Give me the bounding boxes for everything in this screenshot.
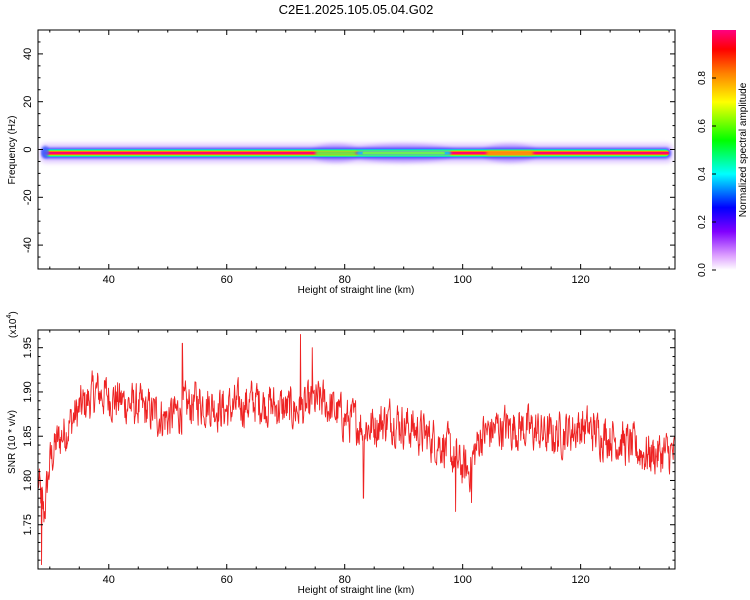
snr-frame — [37, 329, 676, 570]
colorbar: 0.0 0.2 0.4 0.6 0.8 Normalized spectral ampl… — [697, 30, 749, 277]
colorbar-tick-label: 0.4 — [697, 167, 708, 181]
snr-panel: 40 60 80 100 120 1.75 1.80 1.85 1.90 1.95 Height… — [6, 311, 676, 596]
colorbar-tick-label: 0.0 — [697, 263, 708, 277]
snr-x-tick-label: 40 — [103, 574, 115, 586]
spectrogram-x-tick-label: 80 — [339, 274, 351, 286]
spectrogram-x-ticks: 40 60 80 100 120 — [49, 30, 670, 286]
heatmap-weak-segment — [486, 151, 534, 156]
spectrogram-x-tick-label: 120 — [571, 274, 589, 286]
snr-x-tick-label: 120 — [571, 574, 589, 586]
snr-scale-label: (x104) — [6, 311, 19, 338]
spectrogram-y-tick-label: -20 — [22, 189, 34, 205]
snr-series-line — [38, 333, 675, 566]
snr-y-tick-label: 1.85 — [22, 426, 34, 447]
colorbar-ticks: 0.0 0.2 0.4 0.6 0.8 — [697, 71, 716, 277]
spectrogram-y-tick-label: 20 — [22, 96, 34, 108]
snr-y-tick-label: 1.75 — [22, 514, 34, 535]
spectrogram-y-tick-label: 40 — [22, 48, 34, 60]
spectrogram-x-tick-label: 100 — [453, 274, 471, 286]
spectrogram-y-tick-label: -40 — [22, 237, 34, 253]
spectrogram-x-tick-label: 60 — [221, 274, 233, 286]
svg-text:(x104): (x104) — [6, 311, 19, 338]
spectrogram-x-tick-label: 40 — [103, 274, 115, 286]
heatmap-band — [39, 143, 674, 164]
colorbar-tick-label: 0.8 — [697, 71, 708, 85]
spectrogram-panel: 40 60 80 100 120 -40 -20 0 20 40 Height of strai… — [7, 29, 676, 296]
colorbar-tick-label: 0.6 — [697, 119, 708, 133]
snr-scale-prefix: (x10 — [8, 318, 19, 338]
heatmap-weak-segment — [315, 151, 357, 156]
snr-y-tick-label: 1.95 — [22, 337, 34, 358]
colorbar-tick-label: 0.2 — [697, 215, 708, 229]
spectrogram-x-label: Height of straight line (km) — [298, 285, 415, 296]
snr-x-tick-label: 80 — [339, 574, 351, 586]
snr-y-tick-label: 1.90 — [22, 381, 34, 402]
spectrogram-y-label: Frequency (Hz) — [7, 116, 18, 185]
figure-title: C2E1.2025.105.05.04.G02 — [279, 2, 434, 17]
snr-x-label: Height of straight line (km) — [298, 585, 415, 596]
snr-y-label: SNR (10 * v/v) — [7, 410, 18, 474]
heatmap-weak-core — [362, 151, 445, 155]
colorbar-label: Normalized spectral amplitude — [738, 82, 749, 217]
heatmap-start-blob — [41, 146, 50, 159]
snr-scale-exponent: 4 — [6, 315, 13, 319]
spectrogram-y-tick-label: 0 — [22, 146, 34, 152]
snr-y-tick-label: 1.80 — [22, 470, 34, 491]
spectrogram-y-ticks: -40 -20 0 20 40 — [22, 29, 675, 270]
snr-y-ticks: 1.75 1.80 1.85 1.90 1.95 — [22, 337, 675, 561]
colorbar-gradient — [712, 30, 736, 270]
snr-x-tick-label: 60 — [221, 574, 233, 586]
snr-x-ticks: 40 60 80 100 120 — [49, 330, 670, 586]
snr-x-tick-label: 100 — [453, 574, 471, 586]
